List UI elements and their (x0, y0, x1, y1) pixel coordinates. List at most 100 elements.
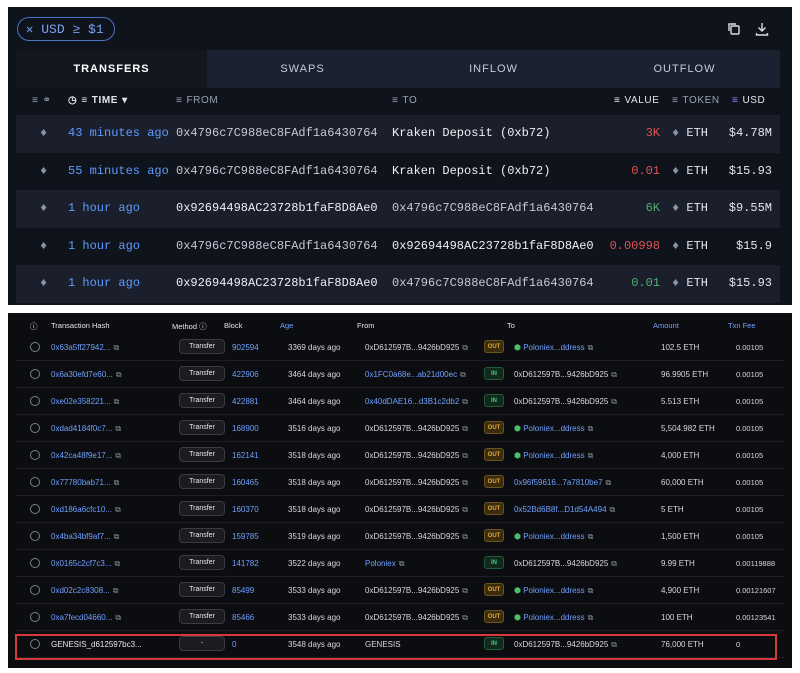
block-link[interactable]: 902594 (232, 343, 259, 352)
time-link[interactable]: 1 hour ago (68, 276, 141, 291)
tx-hash-link[interactable]: 0x63a5ff27942... ⧉ (51, 343, 120, 352)
from-address[interactable]: Poloniex ⧉ (365, 559, 405, 568)
age: 3533 days ago (288, 586, 341, 595)
from-address[interactable]: 0xD612597B...9426bD925 ⧉ (365, 532, 469, 541)
eye-icon[interactable] (30, 369, 40, 379)
table-row[interactable]: ♦ 1 hour ago 0x92694498AC23728b1faF8D8Ae… (16, 265, 780, 303)
from-address[interactable]: 0x4796c7C988eC8FAdf1a6430764 (176, 238, 378, 253)
block-link[interactable]: 168900 (232, 424, 259, 433)
from-address[interactable]: 0xD612597B...9426bD925 ⧉ (365, 424, 469, 433)
to-address[interactable]: ⬢ Poloniex...ddress ⧉ (514, 613, 594, 622)
tx-hash-link[interactable]: 0xdad4184f0c7... ⧉ (51, 424, 122, 433)
eye-icon[interactable] (30, 585, 40, 595)
fee-column-header[interactable]: Txn Fee (728, 321, 756, 330)
to-address[interactable]: ⬢ Poloniex...ddress ⧉ (514, 343, 594, 352)
tab-swaps[interactable]: SWAPS (207, 50, 398, 88)
tx-hash-link[interactable]: 0x6a30efd7e60... ⧉ (51, 370, 122, 379)
to-address[interactable]: 0xD612597B...9426bD925 ⧉ (514, 370, 618, 379)
tab-inflow[interactable]: INFLOW (398, 50, 589, 88)
to-address[interactable]: 0x92694498AC23728b1faF8D8Ae0 (392, 238, 594, 253)
to-address[interactable]: 0xD612597B...9426bD925 ⧉ (514, 397, 618, 406)
tx-hash-link[interactable]: 0xe02e358221... ⧉ (51, 397, 120, 406)
from-address[interactable]: 0xD612597B...9426bD925 ⧉ (365, 613, 469, 622)
table-row[interactable]: ♦ 1 hour ago 0x92694498AC23728b1faF8D8Ae… (16, 190, 780, 228)
download-icon[interactable] (754, 21, 770, 37)
time-link[interactable]: 43 minutes ago (68, 126, 169, 140)
info-icon[interactable]: ⓘ (30, 322, 38, 331)
block-link[interactable]: 85466 (232, 613, 255, 622)
amount-column-header[interactable]: Amount (653, 321, 679, 330)
from-address[interactable]: 0xD612597B...9426bD925 ⧉ (365, 505, 469, 514)
eye-icon[interactable] (30, 558, 40, 568)
from-column-header[interactable]: ≡ FROM (176, 95, 219, 106)
tx-hash-link[interactable]: 0x4ba34bf9af7... ⧉ (51, 532, 120, 541)
method-column-header[interactable]: Method ⓘ (172, 322, 207, 331)
age-column-header[interactable]: Age (280, 321, 294, 330)
time-link[interactable]: 1 hour ago (68, 201, 141, 216)
to-address[interactable]: ⬢ Poloniex...ddress ⧉ (514, 451, 594, 460)
filter-icon[interactable]: ≡ ⚭ (32, 95, 52, 106)
to-address[interactable]: Kraken Deposit (0xb72) (392, 163, 551, 178)
eye-icon[interactable] (30, 450, 40, 460)
to-address[interactable]: ⬢ Poloniex...ddress ⧉ (514, 532, 594, 541)
block-link[interactable]: 422906 (232, 370, 259, 379)
close-icon[interactable]: ✕ (26, 22, 34, 37)
from-address[interactable]: 0x1FC0a68e...ab21d00ec ⧉ (365, 370, 466, 379)
from-address[interactable]: 0xD612597B...9426bD925 ⧉ (365, 343, 469, 352)
block-link[interactable]: 159785 (232, 532, 259, 541)
block-link[interactable]: 0 (232, 640, 237, 649)
usd-column-header[interactable]: ≡ USD (732, 95, 766, 106)
to-address[interactable]: 0x96f59616...7a7810be7 ⧉ (514, 478, 612, 487)
tx-hash-link[interactable]: 0x42ca48f9e17... ⧉ (51, 451, 122, 460)
time-column-header[interactable]: ◷ ≡ TIME ▾ (68, 95, 128, 106)
from-address[interactable]: 0x4796c7C988eC8FAdf1a6430764 (176, 163, 378, 178)
tx-hash-link[interactable]: 0xd02c2c8308... ⧉ (51, 586, 119, 595)
to-address[interactable]: 0x52Bd6B8f...D1d54A494 ⧉ (514, 505, 616, 514)
from-address[interactable]: 0x4796c7C988eC8FAdf1a6430764 (176, 126, 378, 140)
from-address[interactable]: 0x40dDAE16...d3B1c2db2 ⧉ (365, 397, 469, 406)
time-link[interactable]: 55 minutes ago (68, 163, 169, 178)
time-link[interactable]: 1 hour ago (68, 238, 141, 253)
to-address[interactable]: 0xD612597B...9426bD925 ⧉ (514, 559, 618, 568)
block-link[interactable]: 160370 (232, 505, 259, 514)
token-column-header[interactable]: ≡ TOKEN (672, 95, 720, 106)
table-row[interactable]: ♦ 1 hour ago 0x4796c7C988eC8FAdf1a643076… (16, 228, 780, 266)
tx-hash-link[interactable]: 0xd186a6cfc10... ⧉ (51, 505, 121, 514)
copy-icon[interactable] (726, 21, 742, 37)
block-link[interactable]: 141782 (232, 559, 259, 568)
to-column-header[interactable]: ≡ TO (392, 95, 418, 106)
block-link[interactable]: 160465 (232, 478, 259, 487)
from-address[interactable]: 0x92694498AC23728b1faF8D8Ae0 (176, 201, 378, 216)
to-address[interactable]: ⬢ Poloniex...ddress ⧉ (514, 424, 594, 433)
value-column-header[interactable]: ≡ VALUE (614, 95, 660, 106)
from-address[interactable]: 0xD612597B...9426bD925 ⧉ (365, 586, 469, 595)
eye-icon[interactable] (30, 639, 40, 649)
link-icon[interactable]: ⚭ (42, 95, 52, 106)
block-link[interactable]: 85499 (232, 586, 255, 595)
from-address[interactable]: 0xD612597B...9426bD925 ⧉ (365, 478, 469, 487)
eye-icon[interactable] (30, 477, 40, 487)
from-address[interactable]: 0xD612597B...9426bD925 ⧉ (365, 451, 469, 460)
to-address[interactable]: 0x4796c7C988eC8FAdf1a6430764 (392, 201, 594, 216)
table-row[interactable]: ♦ 55 minutes ago 0x4796c7C988eC8FAdf1a64… (16, 153, 780, 191)
eye-icon[interactable] (30, 531, 40, 541)
to-address[interactable]: 0x4796c7C988eC8FAdf1a6430764 (392, 276, 594, 291)
block-link[interactable]: 422881 (232, 397, 259, 406)
to-address[interactable]: 0xD612597B...9426bD925 ⧉ (514, 640, 618, 649)
block-link[interactable]: 162141 (232, 451, 259, 460)
eye-icon[interactable] (30, 612, 40, 622)
eye-icon[interactable] (30, 396, 40, 406)
to-address[interactable]: Kraken Deposit (0xb72) (392, 126, 551, 140)
tx-hash-link[interactable]: 0x0165c2cf7c3... ⧉ (51, 559, 121, 568)
eye-icon[interactable] (30, 423, 40, 433)
tx-hash-link[interactable]: 0xa7fecd04660... ⧉ (51, 613, 122, 622)
to-address[interactable]: ⬢ Poloniex...ddress ⧉ (514, 586, 594, 595)
from-address[interactable]: 0x92694498AC23728b1faF8D8Ae0 (176, 276, 378, 291)
eye-icon[interactable] (30, 342, 40, 352)
eye-icon[interactable] (30, 504, 40, 514)
tab-outflow[interactable]: OUTFLOW (589, 50, 780, 88)
table-row[interactable]: ♦ 43 minutes ago 0x4796c7C988eC8FAdf1a64… (16, 115, 780, 153)
usd-filter-pill[interactable]: ✕ USD ≥ $1 (17, 17, 115, 41)
tx-hash-link[interactable]: 0x77780bab71... ⧉ (51, 478, 120, 487)
tab-transfers[interactable]: TRANSFERS (16, 50, 207, 88)
